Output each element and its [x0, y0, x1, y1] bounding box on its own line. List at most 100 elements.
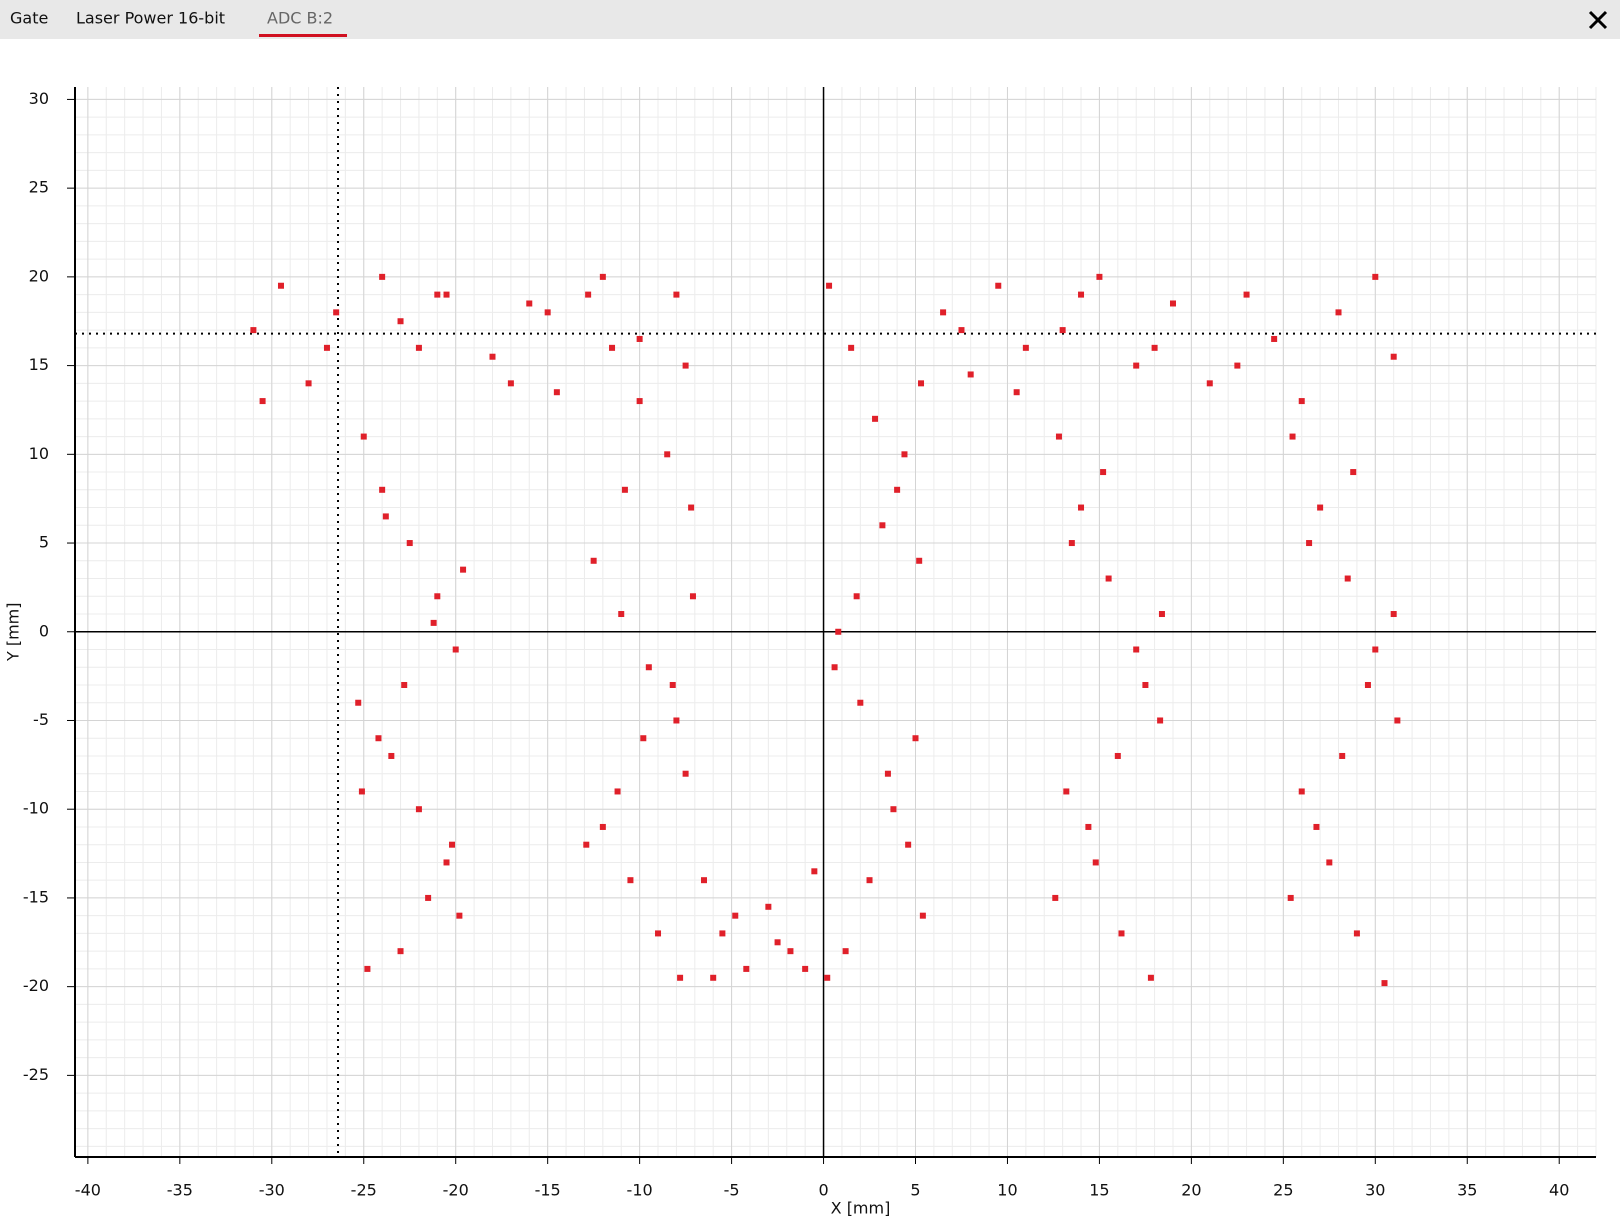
point	[585, 291, 592, 298]
point	[1158, 611, 1165, 618]
point	[460, 566, 467, 573]
point	[669, 681, 676, 688]
point	[583, 841, 590, 848]
point	[664, 451, 671, 458]
point	[456, 912, 463, 919]
point	[507, 380, 514, 387]
point	[1394, 717, 1401, 724]
point	[379, 273, 386, 280]
point	[397, 948, 404, 955]
point	[879, 522, 886, 529]
y-tick-label: -20	[23, 976, 49, 995]
point	[1271, 335, 1278, 342]
point	[636, 398, 643, 405]
point	[1390, 611, 1397, 618]
point	[824, 974, 831, 981]
point	[443, 291, 450, 298]
y-tick-label: 15	[29, 355, 49, 374]
point	[682, 362, 689, 369]
point	[1055, 433, 1062, 440]
point	[443, 859, 450, 866]
x-tick-label: -40	[75, 1181, 101, 1200]
x-tick-label: -15	[535, 1181, 561, 1200]
point	[673, 717, 680, 724]
point	[1306, 540, 1313, 547]
y-tick-label: 20	[29, 266, 49, 285]
point	[1298, 788, 1305, 795]
point	[590, 557, 597, 564]
close-button[interactable]	[1588, 10, 1608, 30]
point	[940, 309, 947, 316]
point	[1287, 894, 1294, 901]
point	[382, 513, 389, 520]
point	[1335, 309, 1342, 316]
point	[1013, 389, 1020, 396]
point	[609, 344, 616, 351]
point	[1151, 344, 1158, 351]
point	[916, 557, 923, 564]
tab[interactable]: Gate	[10, 9, 48, 28]
point	[835, 628, 842, 635]
point	[397, 318, 404, 325]
point	[1114, 752, 1121, 759]
point	[912, 735, 919, 742]
x-tick-label: -25	[351, 1181, 377, 1200]
point	[627, 877, 634, 884]
point	[689, 593, 696, 600]
point	[1133, 646, 1140, 653]
x-tick-label: -5	[724, 1181, 740, 1200]
point	[1078, 291, 1085, 298]
x-tick-label: 10	[997, 1181, 1017, 1200]
plot-area	[75, 87, 1596, 1157]
point	[599, 273, 606, 280]
point	[1339, 752, 1346, 759]
point	[323, 344, 330, 351]
point	[1243, 291, 1250, 298]
point	[553, 389, 560, 396]
y-tick-label: -15	[23, 887, 49, 906]
point	[866, 877, 873, 884]
point	[872, 415, 879, 422]
point	[1350, 469, 1357, 476]
x-tick-label: -10	[627, 1181, 653, 1200]
point	[544, 309, 551, 316]
point	[425, 894, 432, 901]
point	[355, 699, 362, 706]
x-tick-label: 25	[1273, 1181, 1293, 1200]
x-tick-label: 15	[1089, 1181, 1109, 1200]
point	[884, 770, 891, 777]
point	[434, 593, 441, 600]
y-axis-label: Y [mm]	[4, 603, 23, 663]
point	[1390, 353, 1397, 360]
point	[618, 611, 625, 618]
point	[1234, 362, 1241, 369]
point	[1105, 575, 1112, 582]
point	[1063, 788, 1070, 795]
x-tick-label: 30	[1365, 1181, 1385, 1200]
point	[1372, 273, 1379, 280]
point	[826, 282, 833, 289]
y-tick-label: 10	[29, 444, 49, 463]
point	[967, 371, 974, 378]
point	[1317, 504, 1324, 511]
x-axis-label: X [mm]	[831, 1199, 891, 1216]
point	[360, 433, 367, 440]
point	[894, 486, 901, 493]
point	[526, 300, 533, 307]
y-tick-label: 25	[29, 178, 49, 197]
point	[434, 291, 441, 298]
point	[401, 681, 408, 688]
point	[415, 806, 422, 813]
point	[688, 504, 695, 511]
tab[interactable]: Laser Power 16-bit	[76, 9, 225, 28]
tab-active[interactable]: ADC B:2	[267, 9, 333, 28]
point	[890, 806, 897, 813]
point	[640, 735, 647, 742]
point	[853, 593, 860, 600]
point	[277, 282, 284, 289]
x-tick-label: 20	[1181, 1181, 1201, 1200]
point	[995, 282, 1002, 289]
point	[375, 735, 382, 742]
point	[645, 664, 652, 671]
